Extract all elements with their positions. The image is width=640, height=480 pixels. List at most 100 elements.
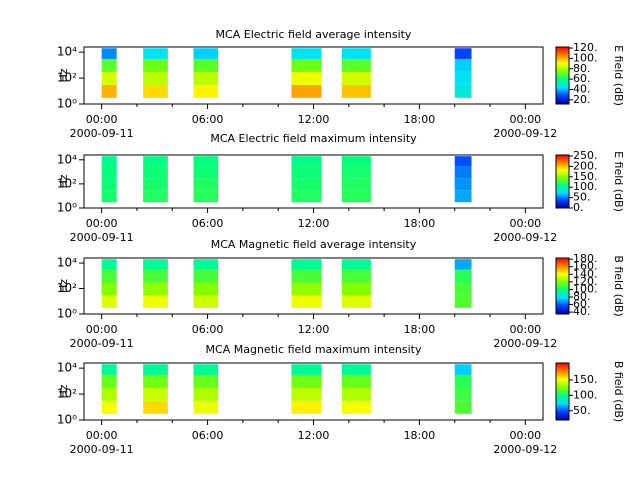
colorbar-tick-label: 60.	[573, 298, 591, 311]
spectrogram-cell	[341, 71, 371, 85]
spectrogram-cell	[291, 166, 322, 179]
spectrogram-cell	[143, 156, 168, 167]
spectrogram-cell	[291, 364, 322, 375]
spectrogram-cell	[193, 166, 219, 179]
spectrogram-cell	[291, 387, 322, 401]
spectrogram-cell	[193, 400, 219, 414]
colorbar	[555, 154, 570, 209]
spectrogram-cell	[454, 400, 472, 414]
colorbar-label: B field (dB)	[612, 255, 625, 316]
colorbar-tick-label: 50.	[573, 191, 591, 204]
spectrogram-cell	[101, 364, 117, 375]
x-tick-label: 18:00	[404, 323, 436, 336]
x-tick-label: 12:00	[298, 217, 330, 230]
colorbar-label: B field (dB)	[612, 361, 625, 422]
colorbar	[555, 257, 570, 315]
spectrogram-cell	[101, 84, 117, 98]
y-tick-label: 10²	[57, 281, 77, 295]
panel-title: MCA Magnetic field maximum intensity	[206, 343, 422, 356]
colorbar-tick-label: 180.	[573, 252, 598, 265]
spectrogram-cell	[291, 400, 322, 414]
y-tick-label: 10⁴	[57, 152, 77, 166]
x-tick-label: 18:00	[404, 217, 436, 230]
spectrogram-cell	[454, 295, 472, 308]
spectrogram-cell	[291, 282, 322, 296]
spectrogram-cell	[341, 166, 371, 179]
spectrogram-cell	[291, 58, 322, 72]
x-tick-label: 18:00	[404, 113, 436, 126]
x-date-label: 2000-09-11	[70, 443, 134, 456]
colorbar-tick-label: 250.	[573, 149, 598, 162]
colorbar-label: E field (dB)	[612, 151, 625, 212]
x-tick-label: 00:00	[86, 323, 118, 336]
colorbar-tick-label: 150.	[573, 170, 598, 183]
x-tick-label: 00:00	[86, 429, 118, 442]
y-axis-label: Hz	[57, 384, 70, 398]
colorbar-tick-label: 40.	[573, 82, 591, 95]
spectrogram-cell	[454, 178, 472, 191]
spectrogram-cell	[101, 178, 117, 191]
y-tick-label: 10²	[57, 71, 77, 85]
spectrogram-cell	[291, 190, 322, 203]
spectrogram-cell	[454, 190, 472, 203]
y-axis-label: Hz	[57, 279, 70, 293]
spectrogram-cell	[143, 282, 168, 296]
x-tick-label: 18:00	[404, 429, 436, 442]
x-date-label: 2000-09-12	[493, 231, 557, 244]
spectrogram-cell	[101, 71, 117, 85]
x-tick-label: 06:00	[192, 217, 224, 230]
x-date-label: 2000-09-12	[493, 127, 557, 140]
colorbar-tick-label: 80.	[573, 290, 591, 303]
y-tick-label: 10²	[57, 176, 77, 190]
colorbar-tick-label: 100.	[573, 180, 598, 193]
spectrogram-cell	[193, 71, 219, 85]
x-tick-label: 00:00	[509, 429, 541, 442]
colorbar-tick-label: 0.	[573, 201, 584, 214]
spectrogram-cell	[143, 295, 168, 308]
colorbar-tick-label: 60.	[573, 72, 591, 85]
panel-title: MCA Magnetic field average intensity	[211, 238, 417, 251]
x-date-label: 2000-09-11	[70, 337, 134, 350]
spectrogram-cell	[291, 374, 322, 388]
spectrogram-cell	[143, 166, 168, 179]
y-tick-label: 10⁴	[57, 45, 77, 59]
spectrogram-cell	[143, 178, 168, 191]
spectrogram-cell	[143, 48, 168, 59]
spectrogram-cell	[101, 166, 117, 179]
spectrogram-cell	[193, 374, 219, 388]
y-tick-label: 10⁰	[57, 413, 77, 427]
x-tick-label: 06:00	[192, 323, 224, 336]
spectrogram-cell	[454, 364, 472, 375]
spectrogram-cell	[454, 84, 472, 98]
panel-title: MCA Electric field maximum intensity	[210, 132, 417, 145]
spectrogram-cell	[143, 364, 168, 375]
x-tick-label: 00:00	[509, 323, 541, 336]
spectrogram-cell	[143, 58, 168, 72]
x-tick-label: 06:00	[192, 113, 224, 126]
x-date-label: 2000-09-12	[493, 443, 557, 456]
y-tick-label: 10⁰	[57, 201, 77, 215]
x-date-label: 2000-09-11	[70, 231, 134, 244]
spectrogram-cell	[101, 400, 117, 414]
spectrogram-cell	[193, 387, 219, 401]
spectrogram-cell	[341, 295, 371, 308]
colorbar-tick-label: 40.	[573, 305, 591, 318]
spectrogram-cell	[193, 48, 219, 59]
spectrogram-cell	[143, 400, 168, 414]
colorbar-tick-label: 150.	[573, 373, 598, 386]
spectrogram-cell	[454, 282, 472, 296]
spectrogram-cell	[193, 282, 219, 296]
y-axis-label: Hz	[57, 174, 70, 188]
spectrogram-cell	[143, 84, 168, 98]
spectrogram-cell	[291, 178, 322, 191]
spectrogram-cell	[341, 178, 371, 191]
y-tick-label: 10⁰	[57, 307, 77, 321]
spectrogram-cell	[341, 48, 371, 59]
spectrogram-cell	[193, 84, 219, 98]
spectrogram-cell	[101, 387, 117, 401]
spectrogram-cell	[101, 269, 117, 283]
spectrogram-cell	[193, 295, 219, 308]
spectrogram-cell	[101, 282, 117, 296]
y-tick-label: 10⁴	[57, 256, 77, 270]
spectrogram-cell	[143, 190, 168, 203]
